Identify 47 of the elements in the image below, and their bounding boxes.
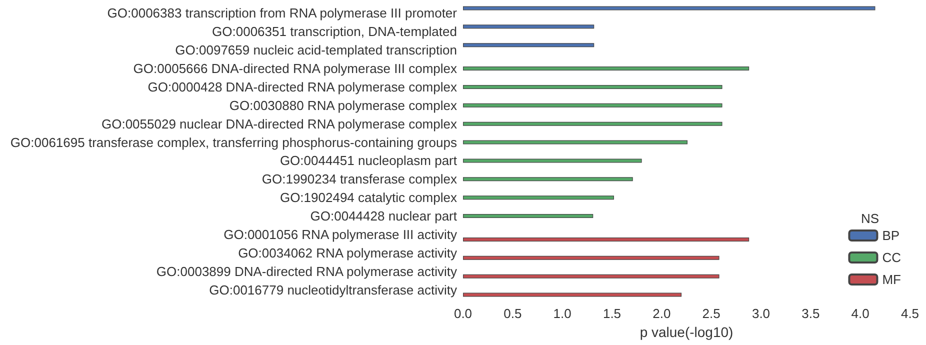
x-tick-label: 3.5 [802,306,820,321]
y-tick-label: GO:0055029 nuclear DNA-directed RNA polymerase complex [101,116,458,132]
x-tick-label: 1.5 [602,306,622,321]
bar [463,84,722,89]
y-tick-label: GO:0001056 RNA polymerase III activity [224,226,458,242]
x-axis-title: p value(-log10) [640,324,734,340]
bar [463,237,750,242]
bar [463,158,642,163]
y-tick-label: GO:0044451 nucleoplasm part [280,153,458,168]
y-tick-label: GO:1902494 catalytic complex [280,190,458,206]
legend-label: BP [882,228,900,243]
bar [463,196,614,200]
x-tick-label: 4.0 [851,306,870,321]
bar [463,177,633,182]
x-tick-label: 2.0 [652,306,671,321]
y-tick-label: GO:0061695 transferase complex, transferring phosphorus-containing groups [10,134,458,150]
bar [463,122,722,126]
x-tick-label: 0.0 [454,306,472,321]
y-tick-label: GO:0006383 transcription from RNA polymerase III promoter [107,6,458,21]
y-tick-label: GO:1990234 transferase complex [262,172,458,187]
bar [463,43,594,48]
y-tick-label: GO:0034062 RNA polymerase activity [238,245,458,260]
legend-label: MF [882,272,902,287]
bar [463,6,876,10]
bar [463,66,750,71]
x-tick-label: 3.0 [752,306,770,321]
bar [463,140,688,144]
y-tick-label: GO:0044428 nuclear part [310,208,458,224]
y-tick-label: GO:0000428 DNA-directed RNA polymerase complex [148,79,458,94]
legend-title: NS [860,211,880,226]
legend-label: CC [882,250,902,265]
y-tick-label: GO:0016779 nucleotidyltransferase activity [209,282,458,298]
y-tick-label: GO:0005666 DNA-directed RNA polymerase III complex [133,61,458,76]
bar [463,24,594,29]
bar [463,256,720,260]
bar [463,274,720,278]
x-tick-label: 2.5 [702,306,720,321]
bar [463,214,594,218]
bar [463,103,722,108]
x-tick-label: 0.5 [504,306,522,321]
y-tick-label: GO:0006351 transcription, DNA-templated [212,24,457,40]
x-tick-label: 1.0 [553,306,572,321]
y-tick-label: GO:0003899 DNA-directed RNA polymerase activity [156,264,458,279]
y-tick-label: GO:0030880 RNA polymerase complex [229,98,458,113]
x-tick-label: 4.5 [900,306,920,321]
bar [463,292,682,297]
y-tick-label: GO:0097659 nucleic acid-templated transcription [175,42,457,58]
